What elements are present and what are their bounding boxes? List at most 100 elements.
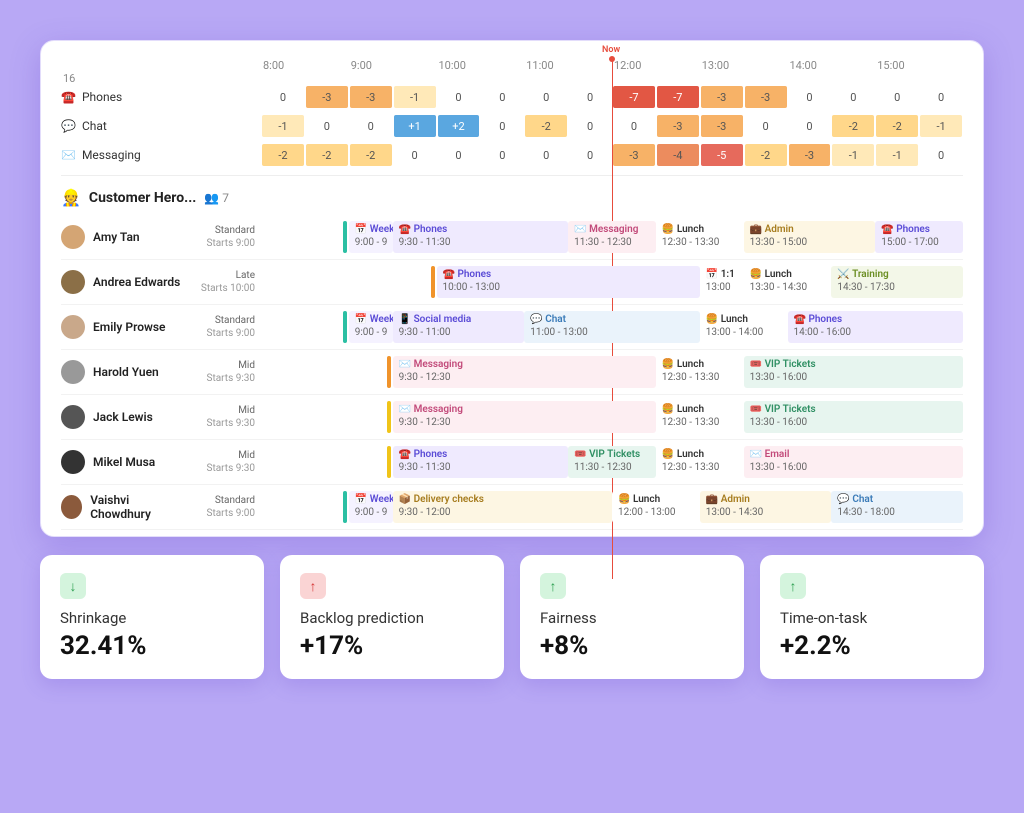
coverage-cell[interactable]: 0 [745, 115, 787, 137]
coverage-cell[interactable]: -2 [525, 115, 567, 137]
agent-name[interactable]: Mikel Musa [93, 455, 155, 469]
coverage-cell[interactable]: 0 [438, 144, 480, 166]
coverage-cell[interactable]: 0 [920, 144, 962, 166]
coverage-cell[interactable]: 0 [789, 86, 831, 108]
coverage-cell[interactable]: 0 [832, 86, 874, 108]
agent-name[interactable]: Andrea Edwards [93, 275, 180, 289]
task-block[interactable]: ✉️ Messaging11:30 - 12:30 [568, 221, 656, 253]
task-block[interactable]: 🍔 Lunch13:00 - 14:00 [700, 311, 788, 343]
coverage-cell[interactable]: -2 [306, 144, 348, 166]
coverage-cell[interactable]: 0 [350, 115, 392, 137]
task-block[interactable]: 📦 Delivery checks9:30 - 12:00 [393, 491, 612, 523]
coverage-cell[interactable]: -3 [701, 115, 743, 137]
coverage-cell[interactable]: -1 [876, 144, 918, 166]
coverage-cell[interactable]: -1 [832, 144, 874, 166]
task-block[interactable]: 💼 Admin13:00 - 14:30 [700, 491, 832, 523]
coverage-cell[interactable]: -3 [657, 115, 699, 137]
coverage-cell[interactable]: +1 [394, 115, 436, 137]
agent-name[interactable]: Harold Yuen [93, 365, 159, 379]
task-block[interactable]: 🎟️ VIP Tickets11:30 - 12:30 [568, 446, 656, 478]
avatar[interactable] [61, 270, 85, 294]
agent-name[interactable]: Emily Prowse [93, 320, 166, 334]
coverage-cell[interactable]: 0 [262, 86, 304, 108]
coverage-cell[interactable]: -2 [876, 115, 918, 137]
task-icon: ☎️ [794, 314, 806, 325]
task-block[interactable]: ☎️ Phones10:00 - 13:00 [437, 266, 700, 298]
coverage-cell[interactable]: -7 [613, 86, 655, 108]
coverage-cell[interactable]: -3 [613, 144, 655, 166]
coverage-cell[interactable]: -4 [657, 144, 699, 166]
coverage-cell[interactable]: -5 [701, 144, 743, 166]
coverage-cell[interactable]: 0 [569, 86, 611, 108]
coverage-cell[interactable]: 0 [613, 115, 655, 137]
coverage-cell[interactable]: 0 [481, 86, 523, 108]
kpi-card[interactable]: ↑Time-on-task+2.2% [760, 555, 984, 679]
task-block[interactable]: ☎️ Phones9:30 - 11:30 [393, 221, 569, 253]
coverage-cell[interactable]: 0 [525, 86, 567, 108]
kpi-card[interactable]: ↓Shrinkage32.41% [40, 555, 264, 679]
kpi-card[interactable]: ↑Backlog prediction+17% [280, 555, 504, 679]
kpi-card[interactable]: ↑Fairness+8% [520, 555, 744, 679]
coverage-cell[interactable]: 0 [525, 144, 567, 166]
task-block[interactable]: 💬 Chat14:30 - 18:00 [831, 491, 963, 523]
task-block[interactable]: 📅 Week9:00 - 9 [349, 491, 393, 523]
coverage-cell[interactable]: -2 [262, 144, 304, 166]
coverage-cell[interactable]: -3 [745, 86, 787, 108]
avatar[interactable] [61, 405, 85, 429]
coverage-cell[interactable]: 0 [481, 115, 523, 137]
agent-name[interactable]: Vaishvi Chowdhury [90, 493, 181, 521]
coverage-cell[interactable]: -1 [920, 115, 962, 137]
task-block[interactable]: 🍔 Lunch12:00 - 13:00 [612, 491, 700, 523]
task-block[interactable]: ☎️ Phones9:30 - 11:30 [393, 446, 569, 478]
coverage-cell[interactable]: 0 [481, 144, 523, 166]
task-block[interactable]: 💼 Admin13:30 - 15:00 [744, 221, 876, 253]
agent-name[interactable]: Amy Tan [93, 230, 140, 244]
coverage-cell[interactable]: 0 [920, 86, 962, 108]
coverage-cell[interactable]: -2 [350, 144, 392, 166]
task-block[interactable]: 📅 Week9:00 - 9 [349, 221, 393, 253]
agent-name[interactable]: Jack Lewis [93, 410, 153, 424]
coverage-cell[interactable]: +2 [438, 115, 480, 137]
coverage-cell[interactable]: 0 [306, 115, 348, 137]
task-block[interactable]: 🍔 Lunch12:30 - 13:30 [656, 401, 744, 433]
task-block[interactable]: ✉️ Messaging9:30 - 12:30 [393, 356, 656, 388]
task-block[interactable]: 🍔 Lunch12:30 - 13:30 [656, 356, 744, 388]
avatar[interactable] [61, 360, 85, 384]
coverage-cell[interactable]: 0 [876, 86, 918, 108]
channel-label: Chat [82, 119, 107, 133]
coverage-cell[interactable]: 0 [394, 144, 436, 166]
coverage-cell[interactable]: -2 [745, 144, 787, 166]
coverage-cell[interactable]: -7 [657, 86, 699, 108]
coverage-cell[interactable]: -1 [262, 115, 304, 137]
task-block[interactable]: 📅 Week9:00 - 9 [349, 311, 393, 343]
task-block[interactable]: ☎️ Phones15:00 - 17:00 [875, 221, 963, 253]
task-block[interactable]: ✉️ Email13:30 - 16:00 [744, 446, 963, 478]
task-block[interactable]: 🍔 Lunch13:30 - 14:30 [744, 266, 832, 298]
team-header[interactable]: 👷 Customer Hero... 👥 7 [61, 175, 963, 215]
task-block[interactable]: 🍔 Lunch12:30 - 13:30 [656, 221, 744, 253]
coverage-cell[interactable]: -3 [789, 144, 831, 166]
coverage-cell[interactable]: -1 [394, 86, 436, 108]
coverage-cell[interactable]: 0 [569, 115, 611, 137]
shift-type: Standard [181, 224, 255, 237]
task-block[interactable]: 💬 Chat11:00 - 13:00 [524, 311, 700, 343]
avatar[interactable] [61, 495, 82, 519]
coverage-cell[interactable]: -2 [832, 115, 874, 137]
task-block[interactable]: 🎟️ VIP Tickets13:30 - 16:00 [744, 401, 963, 433]
avatar[interactable] [61, 450, 85, 474]
avatar[interactable] [61, 225, 85, 249]
task-block[interactable]: ⚔️ Training14:30 - 17:30 [831, 266, 963, 298]
coverage-cell[interactable]: -3 [350, 86, 392, 108]
coverage-cell[interactable]: -3 [306, 86, 348, 108]
coverage-cell[interactable]: -3 [701, 86, 743, 108]
task-block[interactable]: 🍔 Lunch12:30 - 13:30 [656, 446, 744, 478]
coverage-cell[interactable]: 0 [569, 144, 611, 166]
task-block[interactable]: 📅 1:113:00 [700, 266, 744, 298]
task-block[interactable]: 📱 Social media9:30 - 11:00 [393, 311, 525, 343]
avatar[interactable] [61, 315, 85, 339]
coverage-cell[interactable]: 0 [438, 86, 480, 108]
task-block[interactable]: ☎️ Phones14:00 - 16:00 [788, 311, 964, 343]
task-block[interactable]: 🎟️ VIP Tickets13:30 - 16:00 [744, 356, 963, 388]
task-block[interactable]: ✉️ Messaging9:30 - 12:30 [393, 401, 656, 433]
coverage-cell[interactable]: 0 [789, 115, 831, 137]
